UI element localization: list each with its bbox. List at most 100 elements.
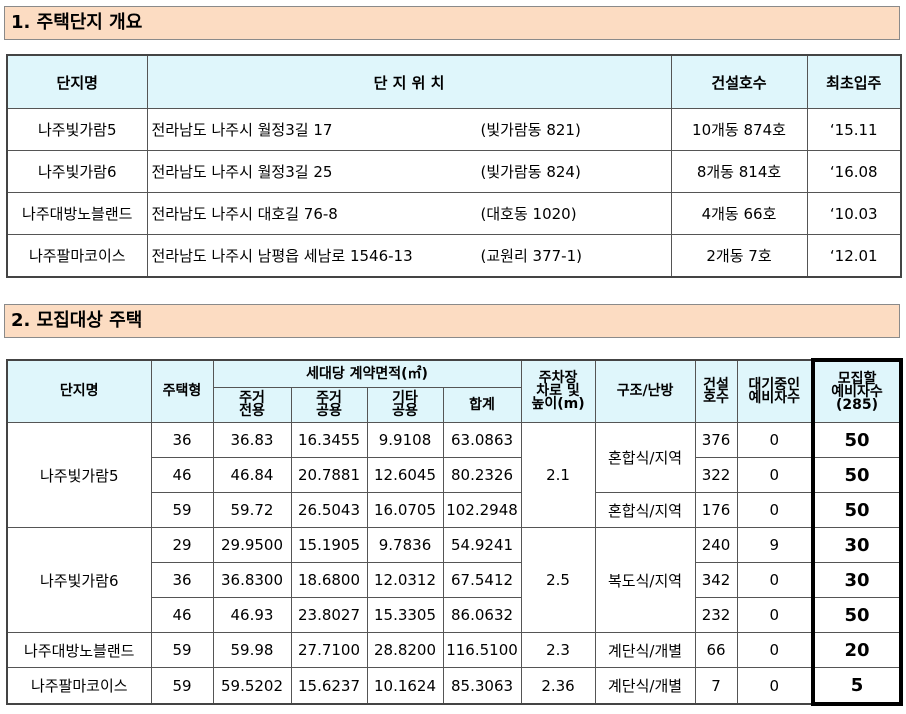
total-area: 102.2948 xyxy=(442,492,522,528)
header-location: 단 지 위 치 xyxy=(146,54,672,109)
location-cell: 전라남도 나주시 월정3길 17 (빛가람동 821) xyxy=(146,108,672,151)
parking-height: 2.1 xyxy=(520,422,596,528)
header-structure: 구조/난방 xyxy=(594,359,696,423)
private-area: 59.5202 xyxy=(212,667,292,705)
table-row: 나주대방노블랜드 전라남도 나주시 대호길 76-8 (대호동 1020) 4개동… xyxy=(6,192,902,235)
move-in: ‘15.11 xyxy=(806,108,902,151)
table-row: 나주빛가람6 29 29.9500 15.1905 9.7836 54.9241… xyxy=(6,527,904,633)
complex-name: 나주빛가람5 xyxy=(6,108,148,151)
parking-height: 2.5 xyxy=(520,527,596,633)
table-row: 나주빛가람5 36 36.83 16.3455 9.9108 63.0863 2… xyxy=(6,422,904,528)
move-in: ‘10.03 xyxy=(806,192,902,235)
table-row: 나주팔마코이스 전라남도 나주시 남평읍 세남로 1546-13 (교원리 377… xyxy=(6,234,902,278)
section2-title: 2. 모집대상 주택 xyxy=(4,304,900,338)
reserve-count: 30 xyxy=(811,562,904,598)
other-area: 12.0312 xyxy=(366,562,444,598)
structure: 계단식/개별 xyxy=(594,632,696,668)
move-in: ‘16.08 xyxy=(806,150,902,193)
reserve-count: 50 xyxy=(811,492,904,528)
reserve-count: 50 xyxy=(811,457,904,493)
total-area: 63.0863 xyxy=(442,422,522,458)
section1-title: 1. 주택단지 개요 xyxy=(4,6,900,40)
built-units: 342 xyxy=(694,562,738,598)
complex-name: 나주팔마코이스 xyxy=(6,667,152,705)
common-area: 23.8027 xyxy=(290,597,368,633)
total-area: 67.5412 xyxy=(442,562,522,598)
built-units: 240 xyxy=(694,527,738,563)
reserve-count: 20 xyxy=(811,632,904,668)
built-units: 322 xyxy=(694,457,738,493)
table-row: 나주빛가람5 전라남도 나주시 월정3길 17 (빛가람동 821) 10개동 8… xyxy=(6,108,902,151)
units: 8개동 814호 xyxy=(670,150,808,193)
header-area-group: 세대당 계약면적(㎡) xyxy=(212,359,522,388)
total-area: 116.5100 xyxy=(442,632,522,668)
header-other-area: 기타 공용 xyxy=(366,387,444,423)
house-type: 59 xyxy=(150,632,214,668)
location-cell: 전라남도 나주시 월정3길 25 (빛가람동 824) xyxy=(146,150,672,193)
waiting-count: 0 xyxy=(736,492,814,528)
complex-overview-table: 단지명 단 지 위 치 건설호수 최초입주 나주빛가람5 전라남도 나주시 월정… xyxy=(6,54,902,278)
parking-height: 2.3 xyxy=(520,632,596,668)
private-area: 36.83 xyxy=(212,422,292,458)
table-row: 나주대방노블랜드 59 59.98 27.7100 28.8200 116.51… xyxy=(6,632,904,668)
parking-height: 2.36 xyxy=(520,667,596,705)
total-area: 80.2326 xyxy=(442,457,522,493)
table-row: 46 46.84 20.7881 12.6045 80.2326 322 0 5… xyxy=(7,457,904,493)
house-type: 36 xyxy=(150,562,214,598)
common-area: 15.1905 xyxy=(290,527,368,563)
house-type: 36 xyxy=(150,422,214,458)
recruitment-table: 단지명 주택형 세대당 계약면적(㎡) 주차장 차로 및 높이(m) 구조/난방 건… xyxy=(6,358,904,706)
built-units: 232 xyxy=(694,597,738,633)
built-units: 176 xyxy=(694,492,738,528)
waiting-count: 0 xyxy=(736,457,814,493)
header-total: 합계 xyxy=(442,387,522,423)
location-cell: 전라남도 나주시 대호길 76-8 (대호동 1020) xyxy=(146,192,672,235)
complex-name: 나주빛가람6 xyxy=(6,150,148,193)
units: 10개동 874호 xyxy=(670,108,808,151)
common-area: 27.7100 xyxy=(290,632,368,668)
complex-name: 나주대방노블랜드 xyxy=(6,192,148,235)
reserve-count: 50 xyxy=(811,422,904,458)
other-area: 9.7836 xyxy=(366,527,444,563)
lot-number: (빛가람동 821) xyxy=(480,121,581,139)
complex-name: 나주대방노블랜드 xyxy=(6,632,152,668)
complex-name: 나주빛가람6 xyxy=(6,527,152,633)
other-area: 12.6045 xyxy=(366,457,444,493)
house-type: 46 xyxy=(150,597,214,633)
common-area: 18.6800 xyxy=(290,562,368,598)
header-move-in: 최초입주 xyxy=(806,54,902,109)
built-units: 7 xyxy=(694,667,738,705)
table-row: 46 46.93 23.8027 15.3305 86.0632 232 0 5… xyxy=(7,597,904,633)
other-area: 10.1624 xyxy=(366,667,444,705)
header-private-area: 주거 전용 xyxy=(212,387,292,423)
table-row: 나주빛가람6 전라남도 나주시 월정3길 25 (빛가람동 824) 8개동 81… xyxy=(6,150,902,193)
house-type: 59 xyxy=(150,667,214,705)
total-area: 85.3063 xyxy=(442,667,522,705)
header-type: 주택형 xyxy=(150,359,214,423)
house-type: 29 xyxy=(150,527,214,563)
complex-name: 나주빛가람5 xyxy=(6,422,152,528)
built-units: 66 xyxy=(694,632,738,668)
other-area: 28.8200 xyxy=(366,632,444,668)
private-area: 29.9500 xyxy=(212,527,292,563)
common-area: 26.5043 xyxy=(290,492,368,528)
house-type: 46 xyxy=(150,457,214,493)
waiting-count: 0 xyxy=(736,667,814,705)
structure: 복도식/지역 xyxy=(594,527,696,633)
other-area: 15.3305 xyxy=(366,597,444,633)
lot-number: (교원리 377-1) xyxy=(480,247,582,265)
header-parking: 주차장 차로 및 높이(m) xyxy=(520,359,596,423)
total-area: 54.9241 xyxy=(442,527,522,563)
header-name: 단지명 xyxy=(6,54,148,109)
header-waiting: 대기중인 예비자수 xyxy=(736,359,814,423)
header-units: 건설호수 xyxy=(670,54,808,109)
private-area: 46.84 xyxy=(212,457,292,493)
waiting-count: 0 xyxy=(736,562,814,598)
header-common-area: 주거 공용 xyxy=(290,387,368,423)
waiting-count: 0 xyxy=(736,597,814,633)
private-area: 36.8300 xyxy=(212,562,292,598)
header-built: 건설 호수 xyxy=(694,359,738,423)
private-area: 59.98 xyxy=(212,632,292,668)
waiting-count: 9 xyxy=(736,527,814,563)
common-area: 16.3455 xyxy=(290,422,368,458)
